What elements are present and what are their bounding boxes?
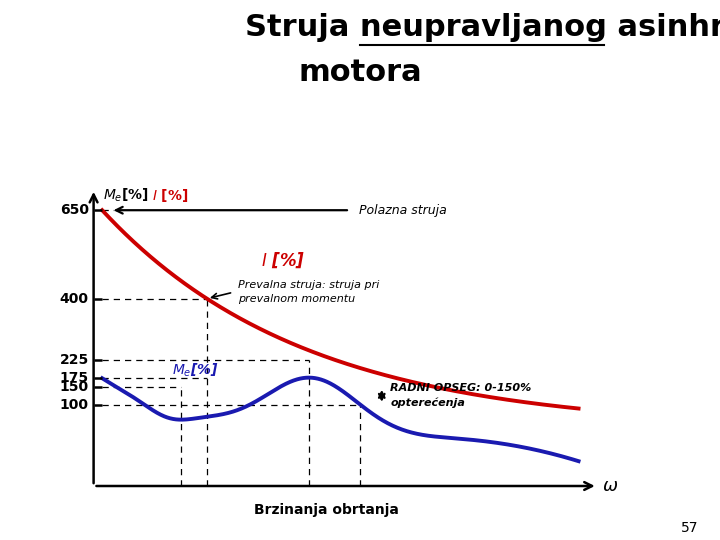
Text: motora: motora	[298, 58, 422, 87]
Text: 175: 175	[60, 371, 89, 385]
Text: 650: 650	[60, 203, 89, 217]
Text: 57: 57	[681, 521, 698, 535]
Text: 150: 150	[60, 380, 89, 394]
Text: $\mathit{M}_{e}$[%]: $\mathit{M}_{e}$[%]	[103, 186, 149, 204]
Text: 400: 400	[60, 292, 89, 306]
Text: 225: 225	[60, 354, 89, 368]
Text: $\mathit{I}$ [%]: $\mathit{I}$ [%]	[261, 251, 305, 270]
Text: neupravljanog asinhronog: neupravljanog asinhronog	[360, 14, 720, 43]
Text: 100: 100	[60, 397, 89, 411]
Text: Brzinanja obrtanja: Brzinanja obrtanja	[253, 503, 398, 517]
Text: Struja: Struja	[245, 14, 360, 43]
Text: Polazna struja: Polazna struja	[359, 204, 447, 217]
Text: $\mathit{I}$ [%]: $\mathit{I}$ [%]	[152, 186, 189, 204]
Text: $\omega$: $\omega$	[603, 477, 618, 495]
Text: $\mathit{M}_{e}$[%]: $\mathit{M}_{e}$[%]	[171, 361, 218, 379]
Text: Prevalna struja: struja pri
prevalnom momentu: Prevalna struja: struja pri prevalnom mo…	[238, 280, 379, 304]
Text: RADNI OPSEG: 0-150%
opterećenja: RADNI OPSEG: 0-150% opterećenja	[390, 383, 531, 408]
